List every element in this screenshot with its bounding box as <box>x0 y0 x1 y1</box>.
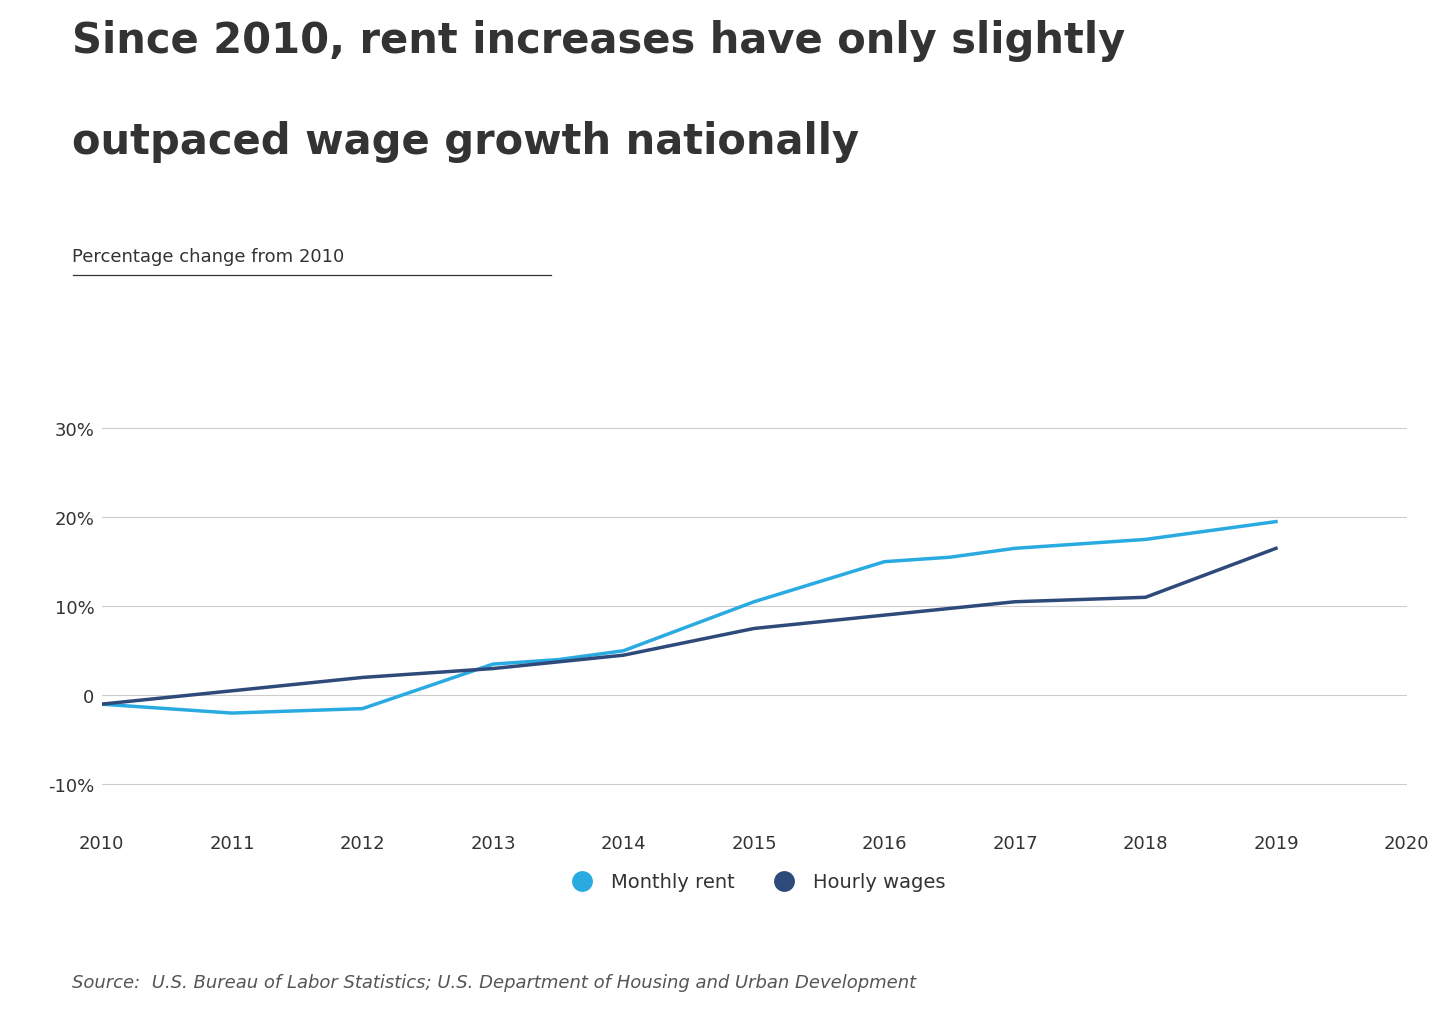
Text: Since 2010, rent increases have only slightly: Since 2010, rent increases have only sli… <box>72 20 1125 63</box>
Text: Percentage change from 2010: Percentage change from 2010 <box>72 248 345 266</box>
Legend: Monthly rent, Hourly wages: Monthly rent, Hourly wages <box>555 864 953 900</box>
Text: outpaced wage growth nationally: outpaced wage growth nationally <box>72 121 860 164</box>
Text: Source:  U.S. Bureau of Labor Statistics; U.S. Department of Housing and Urban D: Source: U.S. Bureau of Labor Statistics;… <box>72 973 916 991</box>
